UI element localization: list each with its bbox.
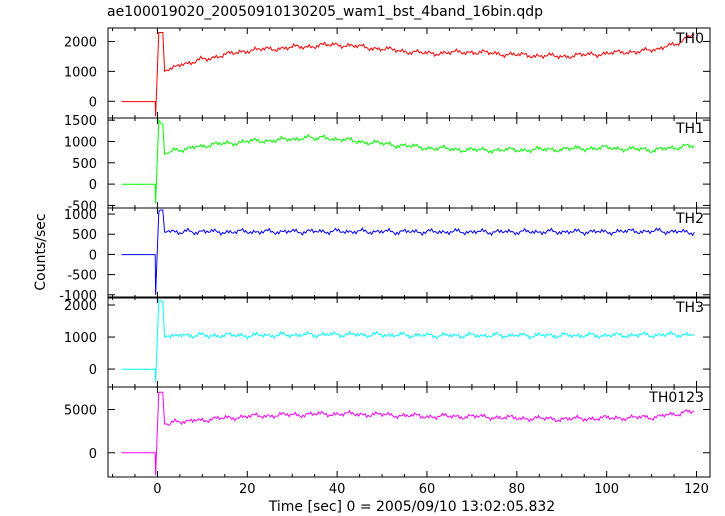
y-tick-label: 0 bbox=[89, 363, 97, 378]
chart-title: ae100019020_20050910130205_wam1_bst_4ban… bbox=[107, 4, 543, 20]
x-axis-ticks: 0 20 40 60 80 100 120 bbox=[153, 482, 709, 497]
panel-frame bbox=[107, 386, 711, 478]
y-tick-label: -500 bbox=[67, 269, 97, 284]
panel-label: TH0123 bbox=[648, 390, 704, 406]
x-axis-label: Time [sec] 0 = 2005/09/10 13:02:05.832 bbox=[268, 499, 555, 515]
x-tick-label: 20 bbox=[239, 482, 256, 497]
panel-label: TH2 bbox=[675, 211, 704, 227]
panel-frame bbox=[107, 27, 711, 119]
y-tick-label: -1000 bbox=[59, 289, 97, 304]
y-tick-label: 2000 bbox=[64, 299, 97, 314]
series-line-th0 bbox=[121, 32, 695, 117]
y-tick-label: 5000 bbox=[64, 404, 97, 419]
y-tick-label: 1500 bbox=[64, 114, 97, 129]
y-tick-label: 0 bbox=[89, 248, 97, 263]
y-tick-label: 500 bbox=[72, 228, 97, 243]
series-line-th2 bbox=[121, 209, 695, 295]
y-tick-label: 1000 bbox=[64, 135, 97, 150]
x-tick-label: 0 bbox=[153, 482, 161, 497]
y-tick-label: 1000 bbox=[64, 208, 97, 223]
panel-frame bbox=[107, 207, 711, 299]
panel-label: TH1 bbox=[675, 121, 704, 137]
panel-th0: 0 1000 2000 TH0 bbox=[64, 27, 711, 119]
series-line-th1 bbox=[121, 118, 695, 204]
y-tick-label: 0 bbox=[89, 178, 97, 193]
series-line-th3 bbox=[121, 299, 695, 382]
x-tick-label: 120 bbox=[684, 482, 709, 497]
panel-frame bbox=[107, 296, 711, 388]
series-line-th0123 bbox=[121, 391, 695, 476]
y-tick-label: 1000 bbox=[64, 65, 97, 80]
x-tick-label: 40 bbox=[329, 482, 346, 497]
x-tick-label: 100 bbox=[594, 482, 619, 497]
panels: 0 1000 2000 TH0 -500 0 500 1000 1500 TH1 -1000 -500… bbox=[59, 27, 711, 478]
panel-label: TH0 bbox=[675, 31, 704, 47]
x-tick-label: 80 bbox=[509, 482, 526, 497]
y-axis-label: Counts/sec bbox=[33, 213, 49, 290]
y-tick-label: 0 bbox=[89, 95, 97, 110]
y-tick-label: 0 bbox=[89, 447, 97, 462]
y-tick-label: 500 bbox=[72, 157, 97, 172]
panel-frame bbox=[107, 117, 711, 209]
panel-th2: -1000 -500 0 500 1000 TH2 bbox=[59, 207, 711, 304]
panel-th0123: 0 5000 TH0123 bbox=[64, 386, 711, 478]
y-tick-label: -500 bbox=[67, 199, 97, 214]
y-tick-label: 2000 bbox=[64, 35, 97, 50]
x-tick-label: 60 bbox=[419, 482, 436, 497]
panel-th3: 0 1000 2000 TH3 bbox=[64, 296, 711, 388]
panel-th1: -500 0 500 1000 1500 TH1 bbox=[64, 114, 711, 214]
panel-label: TH3 bbox=[675, 300, 704, 316]
y-tick-label: 1000 bbox=[64, 331, 97, 346]
